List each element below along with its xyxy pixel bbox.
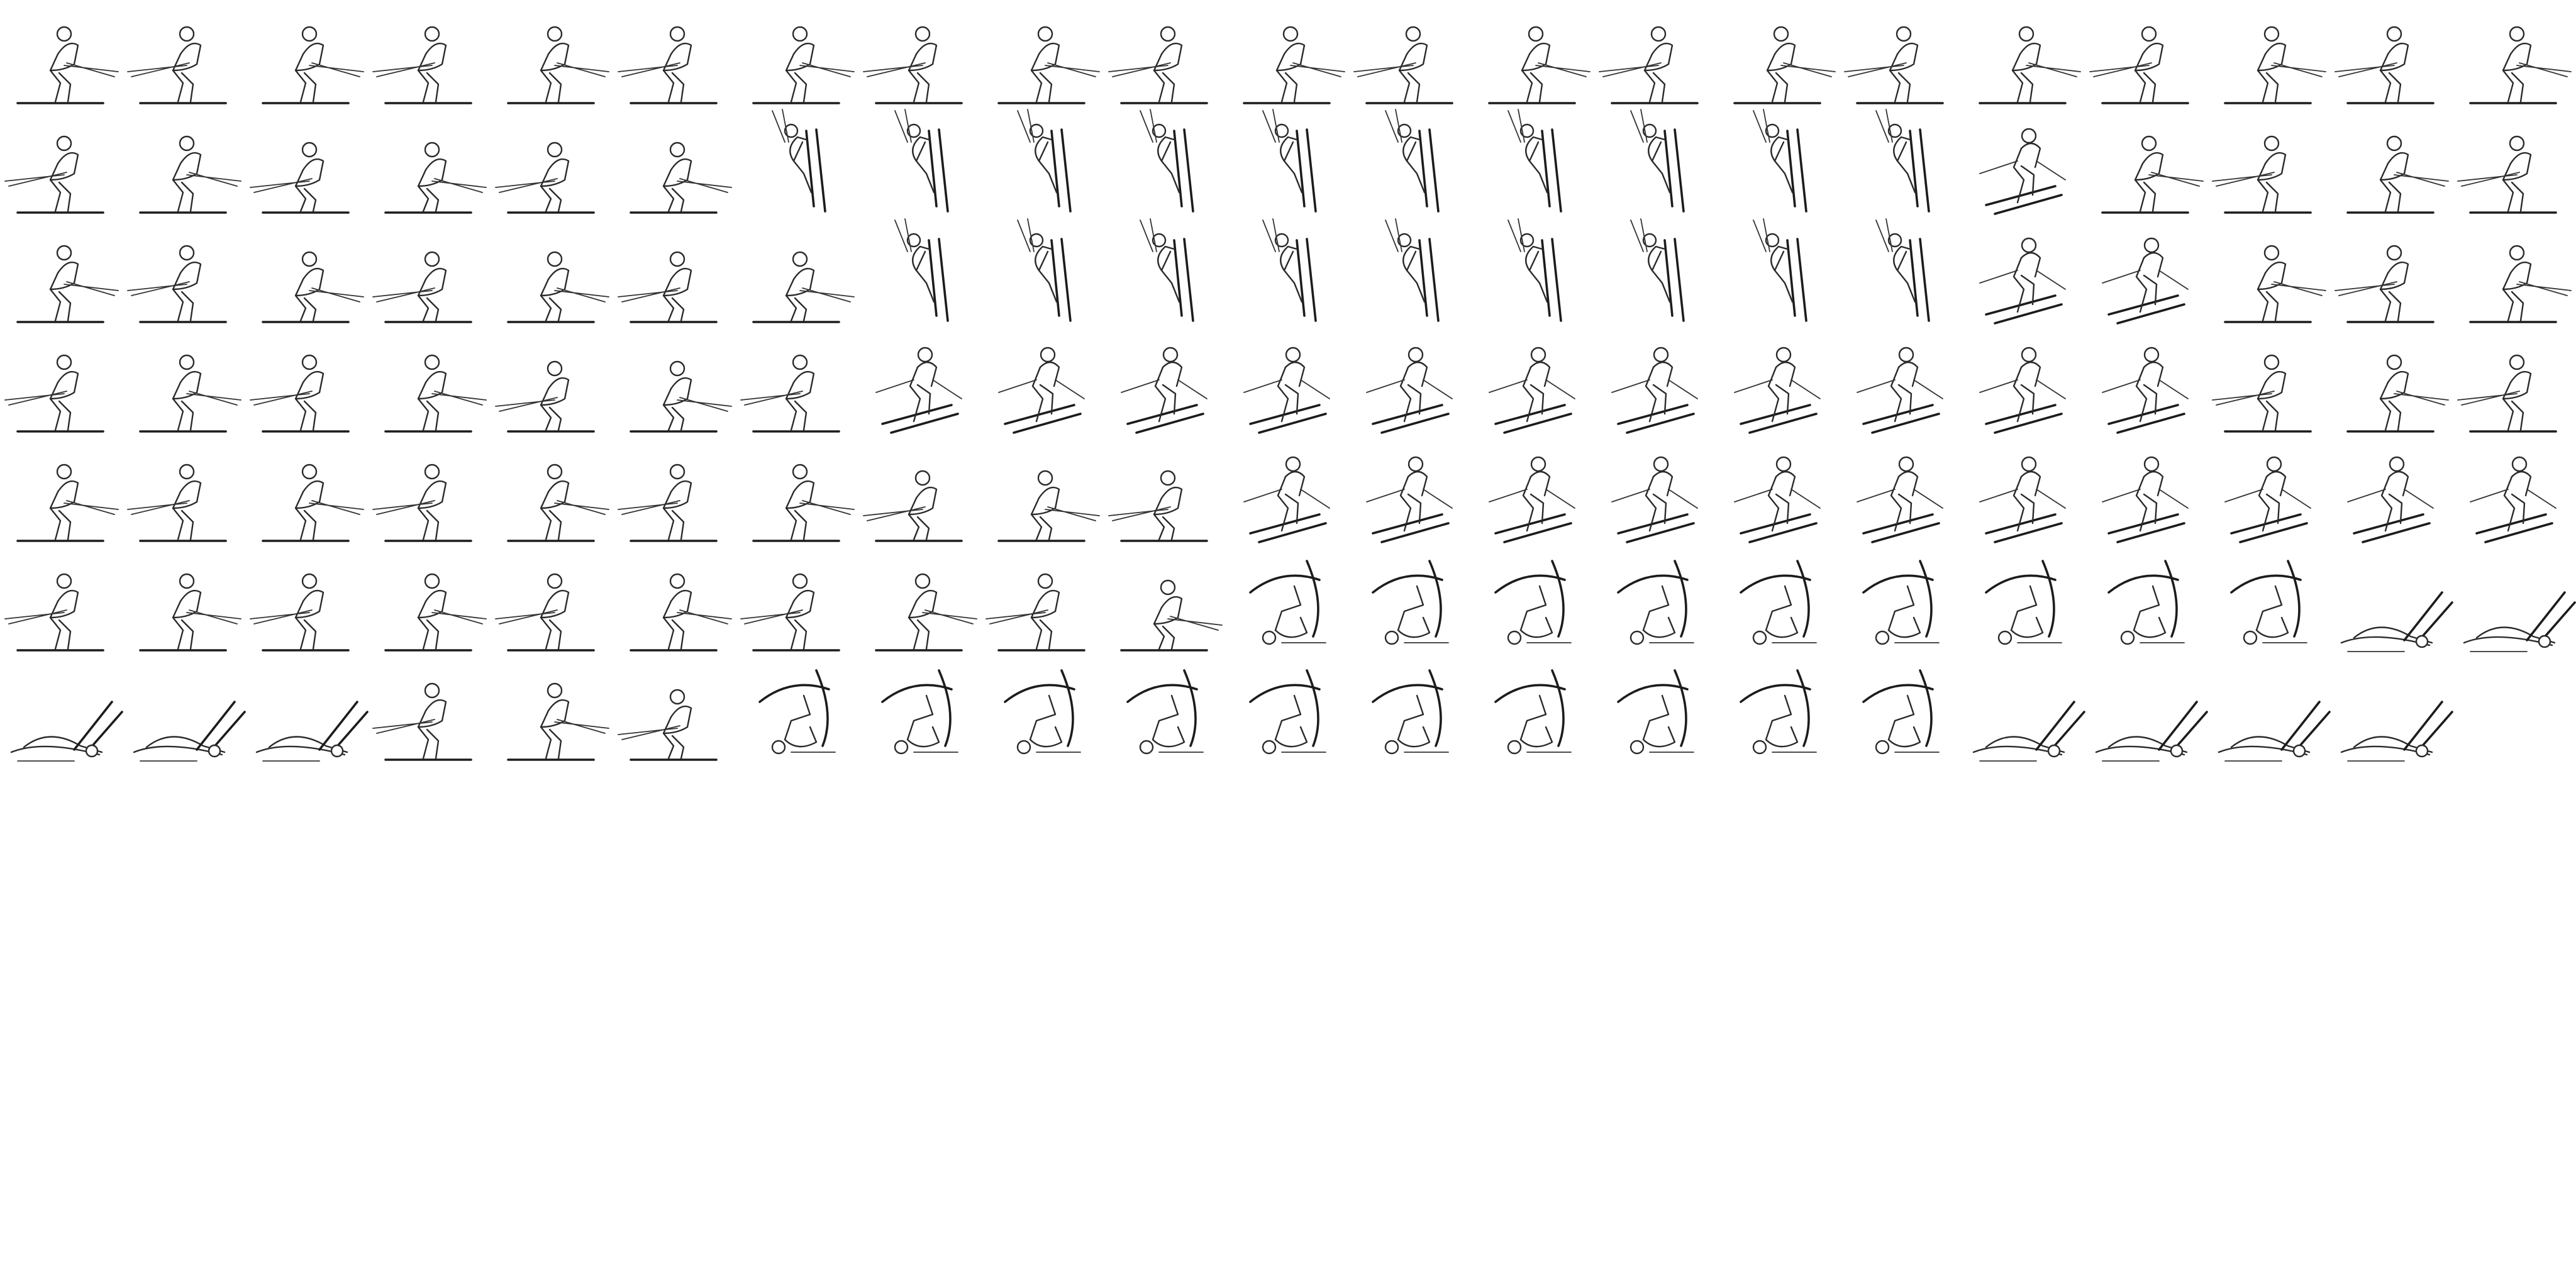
sprite-sheet — [0, 0, 2576, 1288]
sheet-background — [0, 0, 2576, 1288]
